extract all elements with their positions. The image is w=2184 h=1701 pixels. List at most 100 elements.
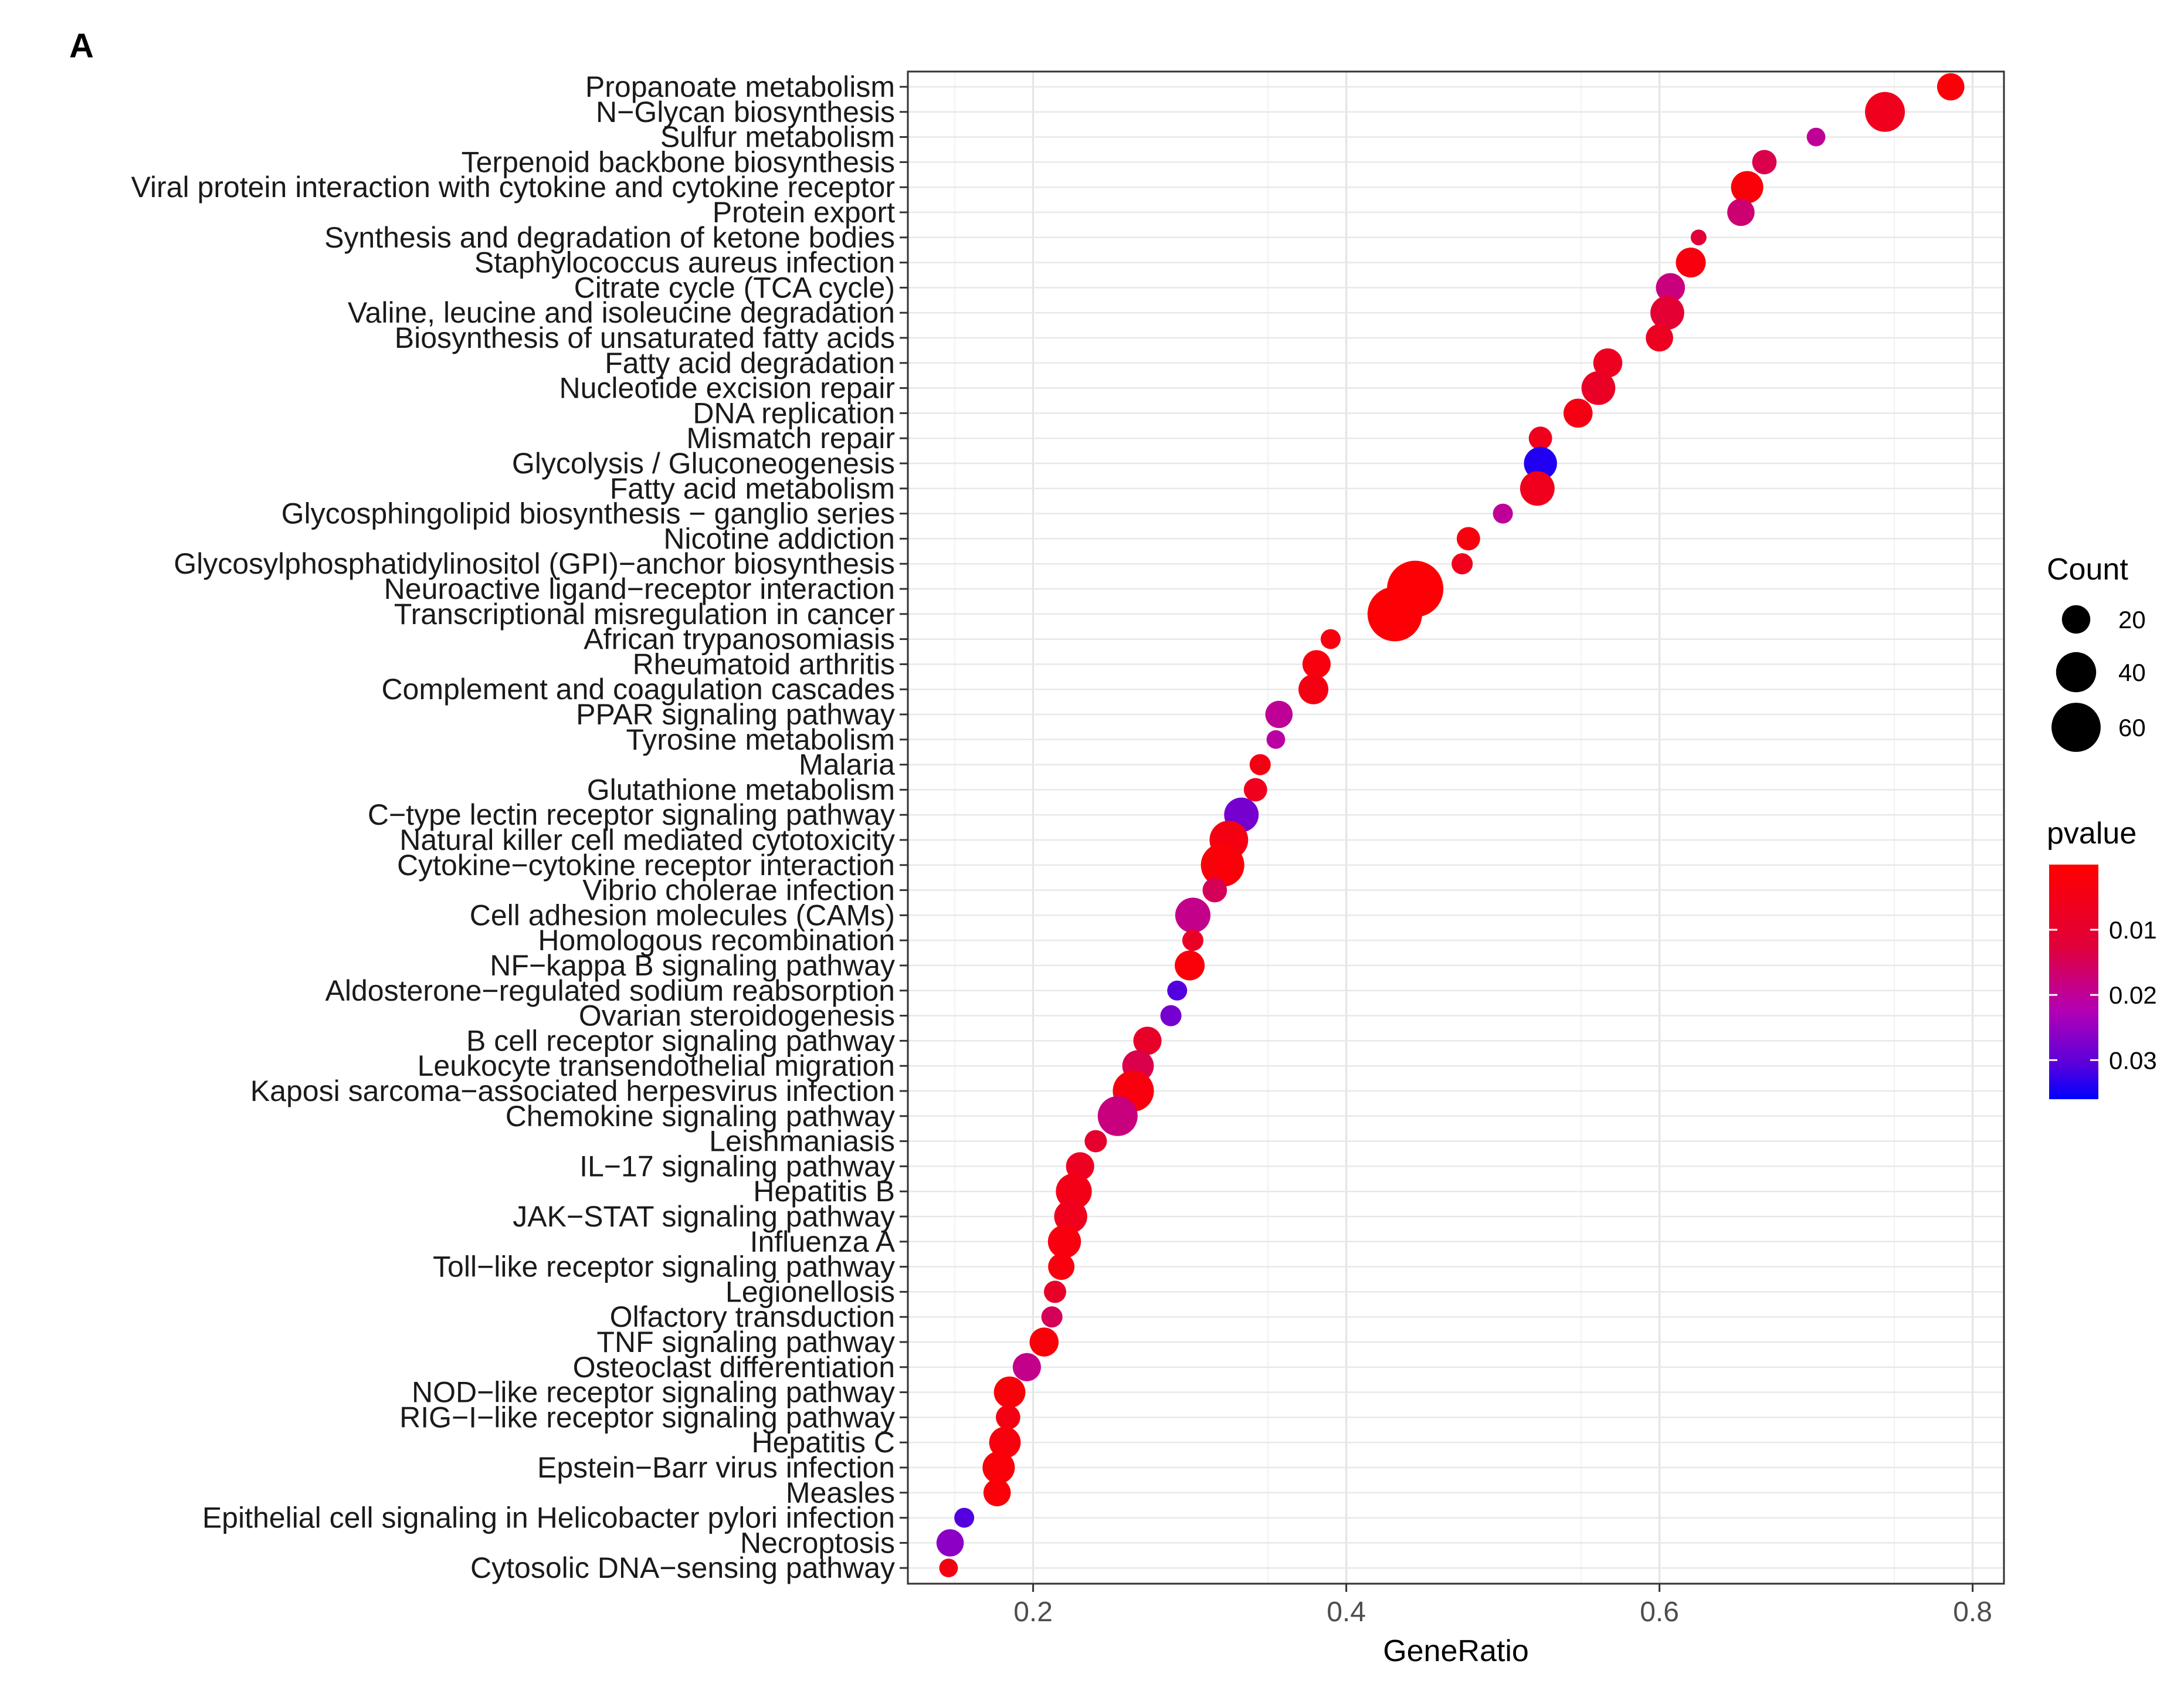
- x-axis-title: GeneRatio: [1383, 1634, 1529, 1668]
- count-legend-label: 40: [2118, 659, 2146, 686]
- x-tick-label: 0.2: [1013, 1597, 1053, 1628]
- data-point: [1084, 1130, 1107, 1153]
- data-point: [1243, 778, 1267, 802]
- category-label: Chemokine signaling pathway: [506, 1100, 895, 1133]
- category-label: Neuroactive ligand−receptor interaction: [384, 572, 895, 605]
- data-point: [989, 1426, 1021, 1459]
- data-point: [1047, 1225, 1081, 1258]
- category-label: Viral protein interaction with cytokine …: [131, 171, 895, 204]
- plot-border: [907, 70, 2005, 1585]
- category-label: Ovarian steroidogenesis: [579, 999, 895, 1032]
- data-point: [1528, 426, 1552, 450]
- pvalue-legend-label: 0.03: [2109, 1046, 2157, 1074]
- category-label: Mismatch repair: [686, 422, 895, 455]
- category-label: Terpenoid backbone biosynthesis: [462, 145, 895, 178]
- category-label: Nicotine addiction: [663, 522, 895, 555]
- category-label: NF−kappa B signaling pathway: [490, 949, 895, 982]
- x-axis: 0.2 0.4 0.6 0.8: [1013, 1584, 1992, 1628]
- data-point: [1727, 198, 1755, 226]
- category-label: Tyrosine metabolism: [626, 723, 896, 756]
- category-label: Cell adhesion molecules (CAMs): [470, 899, 895, 931]
- data-point: [1646, 324, 1673, 352]
- category-label: Osteoclast differentiation: [573, 1351, 895, 1384]
- category-label: Homologous recombination: [538, 924, 895, 957]
- category-label: Staphylococcus aureus infection: [474, 246, 895, 279]
- category-label: Hepatitis B: [753, 1175, 895, 1208]
- data-point: [1524, 446, 1557, 480]
- data-point: [1367, 587, 1422, 642]
- category-label: RIG−I−like receptor signaling pathway: [399, 1401, 895, 1434]
- data-point: [1048, 1253, 1075, 1280]
- data-point: [1182, 930, 1203, 951]
- data-point: [1167, 980, 1188, 1001]
- data-point: [1302, 650, 1331, 679]
- count-legend: Count 20 40 60: [2047, 553, 2146, 752]
- data-point: [1175, 897, 1210, 933]
- data-point: [1456, 527, 1480, 551]
- category-label: NOD−like receptor signaling pathway: [412, 1376, 895, 1409]
- category-label: Glycosylphosphatidylinositol (GPI)−ancho…: [174, 547, 895, 580]
- pvalue-legend-title: pvalue: [2047, 816, 2136, 850]
- data-point: [1563, 398, 1593, 428]
- data-point: [1865, 92, 1905, 132]
- category-label: Synthesis and degradation of ketone bodi…: [324, 221, 895, 254]
- category-label: Malaria: [799, 748, 895, 781]
- category-label: Biosynthesis of unsaturated fatty acids: [395, 321, 895, 354]
- data-points: [936, 73, 1965, 1578]
- pvalue-legend-label: 0.02: [2109, 981, 2157, 1009]
- pvalue-legend: pvalue 0.01 0.02 0.03: [2047, 816, 2157, 1099]
- category-label: Citrate cycle (TCA cycle): [574, 271, 895, 304]
- category-label: Glycosphingolipid biosynthesis − ganglio…: [282, 497, 895, 530]
- data-point: [1133, 1026, 1162, 1055]
- category-label: Valine, leucine and isoleucine degradati…: [348, 296, 895, 329]
- category-label: DNA replication: [693, 397, 895, 429]
- category-label: Legionellosis: [725, 1275, 895, 1308]
- pvalue-legend-label: 0.01: [2109, 916, 2157, 944]
- data-point: [982, 1451, 1015, 1484]
- data-point: [1520, 471, 1555, 506]
- category-label: C−type lectin receptor signaling pathway: [368, 798, 895, 831]
- data-point: [1752, 150, 1777, 175]
- category-label: Toll−like receptor signaling pathway: [433, 1251, 895, 1283]
- data-point: [1041, 1306, 1063, 1328]
- count-legend-key: [2056, 652, 2097, 693]
- x-tick-label: 0.8: [1953, 1597, 1992, 1628]
- category-label: Cytokine−cytokine receptor interaction: [397, 849, 895, 882]
- category-label: Propanoate metabolism: [585, 70, 895, 103]
- category-label: Complement and coagulation cascades: [381, 673, 895, 706]
- category-label: PPAR signaling pathway: [576, 698, 895, 731]
- panel-background: [908, 72, 2004, 1584]
- category-label: Transcriptional misregulation in cancer: [394, 598, 895, 631]
- data-point: [939, 1558, 958, 1578]
- data-point: [1056, 1173, 1092, 1209]
- category-label: Olfactory transduction: [610, 1300, 895, 1333]
- count-legend-title: Count: [2047, 553, 2128, 587]
- category-label: Epithelial cell signaling in Helicobacte…: [202, 1502, 895, 1534]
- category-label: Measles: [786, 1476, 895, 1509]
- category-label: Aldosterone−regulated sodium reabsorptio…: [325, 974, 895, 1007]
- data-point: [1806, 127, 1826, 147]
- category-label: Hepatitis C: [751, 1426, 895, 1459]
- x-tick-label: 0.6: [1640, 1597, 1679, 1628]
- data-point: [1656, 273, 1686, 303]
- category-label: Rheumatoid arthritis: [633, 648, 895, 680]
- data-point: [1452, 553, 1473, 575]
- category-label: Natural killer cell mediated cytotoxicit…: [399, 824, 895, 856]
- category-label: Influenza A: [750, 1225, 896, 1258]
- x-tick-label: 0.4: [1327, 1597, 1366, 1628]
- data-point: [1202, 877, 1227, 903]
- data-point: [1097, 1096, 1138, 1136]
- data-point: [1054, 1199, 1087, 1234]
- category-label: Fatty acid degradation: [605, 347, 895, 379]
- category-label: Leukocyte transendothelial migration: [418, 1049, 895, 1082]
- data-point: [954, 1507, 975, 1528]
- data-point: [1937, 73, 1965, 101]
- data-point: [1298, 674, 1329, 704]
- count-legend-key: [2051, 703, 2101, 752]
- category-label: Nucleotide excision repair: [559, 372, 895, 405]
- data-point: [1029, 1327, 1059, 1357]
- category-label: Glutathione metabolism: [587, 773, 895, 806]
- count-legend-label: 20: [2118, 606, 2146, 633]
